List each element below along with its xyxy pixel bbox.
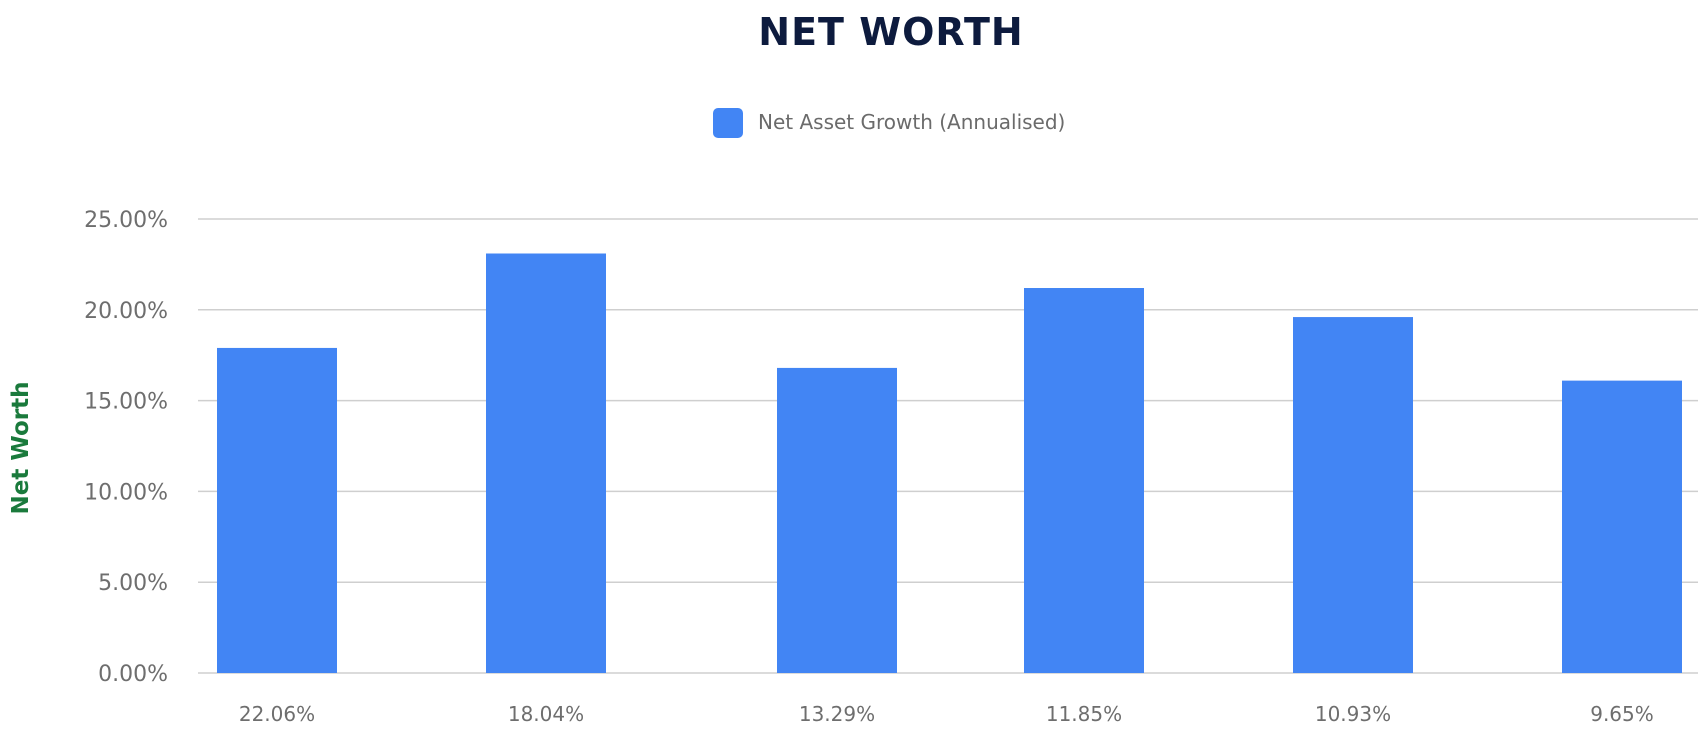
legend: Net Asset Growth (Annualised)	[713, 108, 1065, 138]
bar	[777, 367, 897, 673]
y-tick-label: 10.00%	[84, 480, 168, 505]
bar	[1024, 288, 1144, 673]
chart-title: NET WORTH	[758, 10, 1023, 54]
x-tick-label: 11.85%	[1046, 702, 1122, 726]
y-axis-ticks: 0.00% 5.00% 10.00% 15.00% 20.00% 25.00%	[84, 208, 168, 687]
bar	[217, 347, 337, 673]
legend-label: Net Asset Growth (Annualised)	[758, 110, 1065, 134]
y-tick-label: 15.00%	[84, 390, 168, 415]
bar	[486, 253, 606, 673]
y-tick-label: 0.00%	[98, 662, 168, 687]
gridlines	[198, 218, 1698, 674]
bar	[1293, 317, 1413, 673]
x-tick-label: 18.04%	[508, 702, 584, 726]
x-tick-label: 10.93%	[1315, 702, 1391, 726]
x-axis-ticks: 22.06% 18.04% 13.29% 11.85% 10.93% 9.65%	[239, 702, 1654, 726]
y-tick-label: 5.00%	[98, 571, 168, 596]
bar	[1562, 380, 1682, 673]
x-tick-label: 22.06%	[239, 702, 315, 726]
x-tick-label: 13.29%	[799, 702, 875, 726]
legend-swatch	[713, 108, 743, 138]
y-axis-label: Net Worth	[8, 382, 34, 515]
bars	[217, 253, 1682, 673]
y-tick-label: 25.00%	[84, 208, 168, 233]
y-tick-label: 20.00%	[84, 299, 168, 324]
x-tick-label: 9.65%	[1590, 702, 1654, 726]
